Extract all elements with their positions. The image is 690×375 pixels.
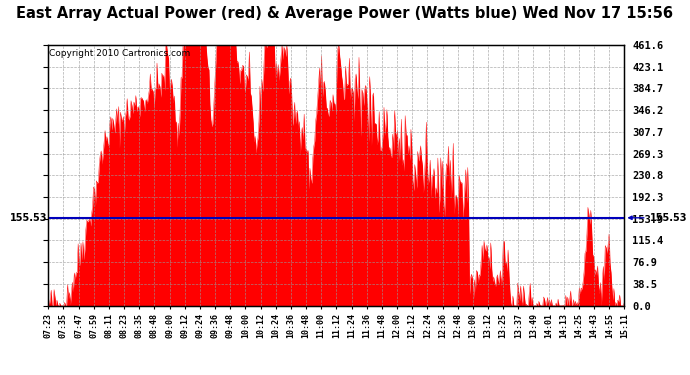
Text: 155.53: 155.53 <box>629 213 687 223</box>
Text: Copyright 2010 Cartronics.com: Copyright 2010 Cartronics.com <box>50 49 190 58</box>
Text: 155.53: 155.53 <box>10 213 48 223</box>
Text: East Array Actual Power (red) & Average Power (Watts blue) Wed Nov 17 15:56: East Array Actual Power (red) & Average … <box>17 6 673 21</box>
